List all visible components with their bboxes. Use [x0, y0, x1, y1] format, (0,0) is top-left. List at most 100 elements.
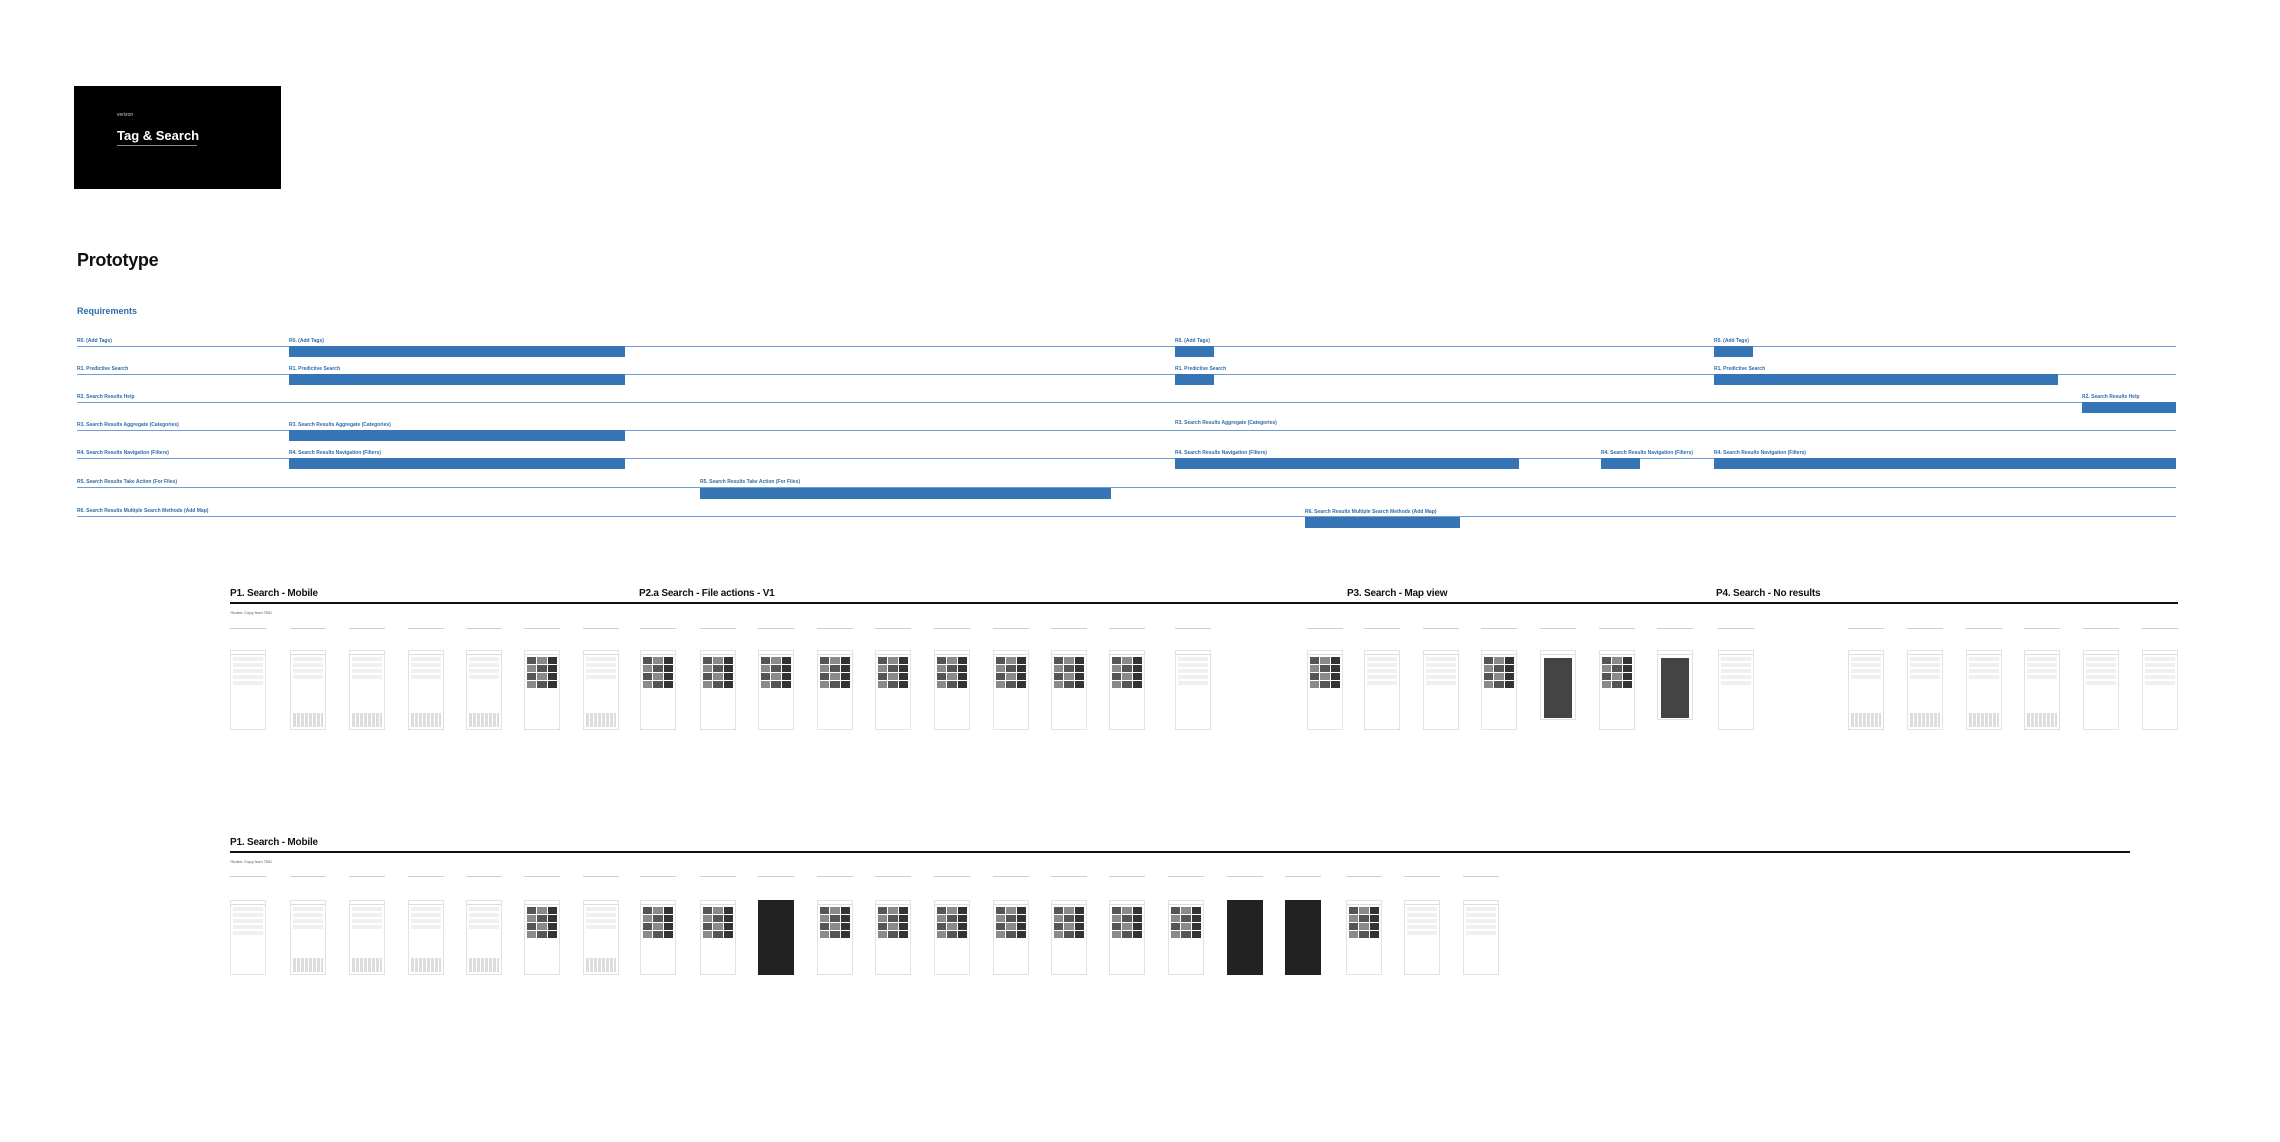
- screen-thumbnail: [2024, 650, 2060, 730]
- frame-caption-line: [1307, 628, 1343, 629]
- frame-caption-line: [1346, 876, 1382, 877]
- screen-thumbnail: [1481, 650, 1517, 730]
- screen-thumbnail: [1718, 650, 1754, 730]
- requirement-row-label: R1. Predictive Search: [77, 366, 129, 372]
- screen-thumbnail: [1307, 650, 1343, 730]
- frame-caption-line: [1109, 876, 1145, 877]
- screen-thumbnail: [408, 650, 444, 730]
- requirement-segment-bar: [1601, 458, 1640, 469]
- requirement-segment-bar: [2082, 402, 2176, 413]
- frame-caption-line: [1168, 876, 1204, 877]
- frame-caption-line: [1463, 876, 1499, 877]
- requirement-row-label: R6. Search Results Multiple Search Metho…: [77, 508, 209, 514]
- screen-thumbnail: [290, 650, 326, 730]
- frame-caption-line: [875, 628, 911, 629]
- requirement-row-line: [77, 402, 2176, 403]
- requirement-segment-bar: [1305, 517, 1460, 528]
- screen-thumbnail: [2083, 650, 2119, 730]
- requirement-segment-bar: [1175, 346, 1214, 357]
- requirement-row-line: [77, 374, 2176, 375]
- requirement-segment-label: R1. Predictive Search: [1175, 366, 1227, 372]
- frame-caption-line: [349, 876, 385, 877]
- frame-caption-line: [290, 628, 326, 629]
- frame-caption-line: [408, 876, 444, 877]
- screen-thumbnail: [993, 650, 1029, 730]
- cover-card: verizon Tag & Search: [74, 86, 281, 189]
- frame-caption-line: [1285, 876, 1321, 877]
- frame-caption-line: [640, 876, 676, 877]
- requirement-segment-label: R4. Search Results Navigation (Filters): [289, 450, 381, 456]
- frame-caption-line: [230, 876, 266, 877]
- screen-thumbnail: [2142, 650, 2178, 730]
- section-divider: [230, 851, 2130, 853]
- requirement-segment-label: R6. Search Results Multiple Search Metho…: [1305, 509, 1437, 515]
- frame-caption-line: [349, 628, 385, 629]
- requirement-segment-label: R0. (Add Tags): [289, 338, 324, 344]
- screen-thumbnail: [875, 900, 911, 975]
- screen-thumbnail: [1364, 650, 1400, 730]
- requirement-segment-bar: [1714, 458, 2176, 469]
- screen-thumbnail: [993, 900, 1029, 975]
- requirement-segment-label: R3. Search Results Aggregate (Categories…: [289, 422, 391, 428]
- requirement-row-line: [77, 487, 2176, 488]
- requirement-row-line: [77, 346, 2176, 347]
- screen-thumbnail: [1423, 650, 1459, 730]
- screen-thumbnail: [758, 650, 794, 730]
- screen-thumbnail: [230, 650, 266, 730]
- screen-thumbnail: [700, 900, 736, 975]
- frame-caption-line: [1599, 628, 1635, 629]
- frame-caption-line: [1481, 628, 1517, 629]
- frame-caption-line: [583, 876, 619, 877]
- frame-caption-line: [466, 876, 502, 877]
- requirement-segment-bar: [1714, 374, 2058, 385]
- screen-thumbnail: [1599, 650, 1635, 730]
- frame-caption-line: [1657, 628, 1693, 629]
- screen-thumbnail: [758, 900, 794, 975]
- screen-thumbnail: [1657, 650, 1693, 720]
- screen-thumbnail: [1175, 650, 1211, 730]
- requirements-heading: Requirements: [77, 306, 138, 316]
- requirement-segment-label: R2. Search Results Help: [2082, 394, 2140, 400]
- frame-caption-line: [993, 628, 1029, 629]
- frame-caption-line: [2083, 628, 2119, 629]
- section-title: P1. Search - Mobile: [230, 837, 318, 848]
- frame-caption-line: [2024, 628, 2060, 629]
- screen-thumbnail: [1051, 900, 1087, 975]
- requirement-segment-label: R1. Predictive Search: [1714, 366, 1766, 372]
- frame-caption-line: [230, 628, 266, 629]
- frame-caption-line: [290, 876, 326, 877]
- screen-thumbnail: [934, 650, 970, 730]
- screen-thumbnail: [1285, 900, 1321, 975]
- screen-thumbnail: [583, 650, 619, 730]
- screen-thumbnail: [524, 650, 560, 730]
- screen-thumbnail: [1346, 900, 1382, 975]
- screen-thumbnail: [817, 900, 853, 975]
- screen-thumbnail: [640, 650, 676, 730]
- section-title: P2.a Search - File actions - V1: [639, 588, 775, 599]
- screen-thumbnail: [408, 900, 444, 975]
- frame-caption-line: [2142, 628, 2178, 629]
- requirement-segment-bar: [700, 488, 1111, 499]
- frame-caption-line: [1540, 628, 1576, 629]
- frame-caption-line: [1404, 876, 1440, 877]
- requirement-row-line: [77, 458, 2176, 459]
- frame-caption-line: [583, 628, 619, 629]
- screen-thumbnail: [1109, 900, 1145, 975]
- screen-thumbnail: [349, 650, 385, 730]
- requirement-row-label: R0. (Add Tags): [77, 338, 112, 344]
- frame-caption-line: [1109, 628, 1145, 629]
- screen-thumbnail: [1168, 900, 1204, 975]
- requirement-segment-label: R5. Search Results Take Action (For File…: [700, 479, 801, 485]
- section-title: P1. Search - Mobile: [230, 588, 318, 599]
- section-note: *Notes: Copy from TBD: [230, 859, 272, 864]
- screen-thumbnail: [1907, 650, 1943, 730]
- frame-caption-line: [1051, 876, 1087, 877]
- page-title: Prototype: [77, 250, 159, 270]
- requirement-row-label: R5. Search Results Take Action (For File…: [77, 479, 178, 485]
- cover-title: Tag & Search: [117, 128, 200, 143]
- frame-caption-line: [993, 876, 1029, 877]
- section-title: P4. Search - No results: [1716, 588, 1821, 599]
- frame-caption-line: [934, 628, 970, 629]
- frame-caption-line: [700, 628, 736, 629]
- frame-caption-line: [1718, 628, 1754, 629]
